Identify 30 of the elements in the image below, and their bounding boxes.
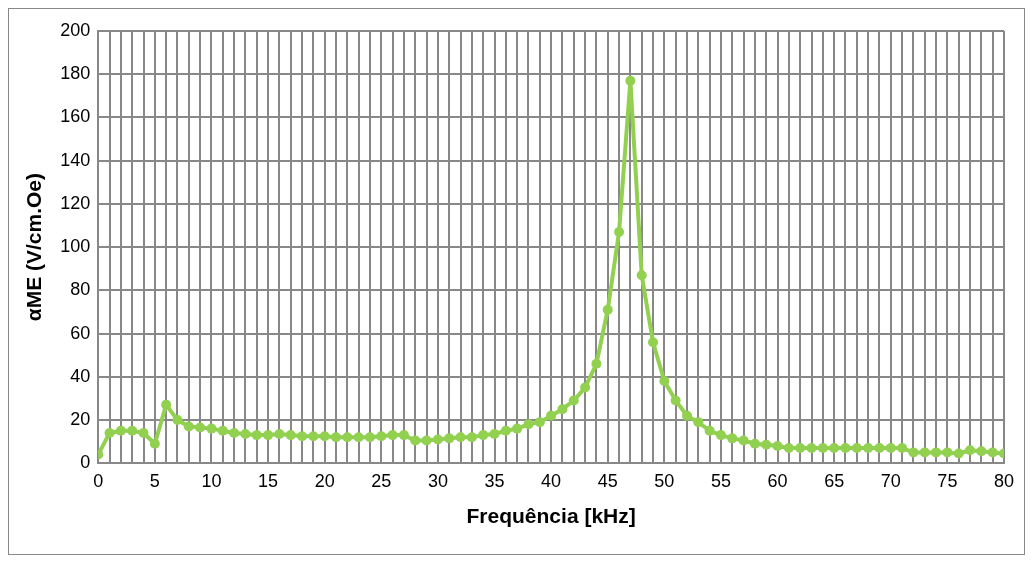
y-tick-label: 20 [70,408,91,429]
x-tick-label: 25 [371,470,392,491]
y-tick-label: 40 [70,365,91,386]
y-tick-label: 120 [60,192,91,213]
x-tick-label: 0 [93,470,104,491]
x-tick-label: 15 [258,470,279,491]
x-tick-label: 10 [201,470,222,491]
x-tick-label: 30 [427,470,448,491]
x-tick-label: 40 [541,470,562,491]
y-tick-label: 0 [80,452,91,473]
x-tick-label: 20 [314,470,335,491]
x-axis-title: Frequência [kHz] [466,504,636,528]
x-tick-label: 45 [597,470,618,491]
x-tick-label: 70 [880,470,901,491]
y-tick-label: 140 [60,149,91,170]
x-tick-label: 75 [937,470,958,491]
y-tick-label: 80 [70,279,91,300]
y-tick-label: 180 [60,63,91,84]
y-tick-label: 160 [60,106,91,127]
y-tick-label: 60 [70,322,91,343]
x-tick-label: 80 [993,470,1015,491]
x-tick-label: 5 [149,470,160,491]
x-tick-label: 35 [484,470,505,491]
x-tick-label: 50 [654,470,675,491]
y-axis-title: αME (V/cm.Oe) [22,172,46,322]
x-tick-label: 65 [824,470,845,491]
y-tick-label: 100 [60,236,91,257]
y-tick-label: 200 [60,19,91,40]
x-tick-label: 60 [767,470,788,491]
x-tick-label: 55 [710,470,731,491]
